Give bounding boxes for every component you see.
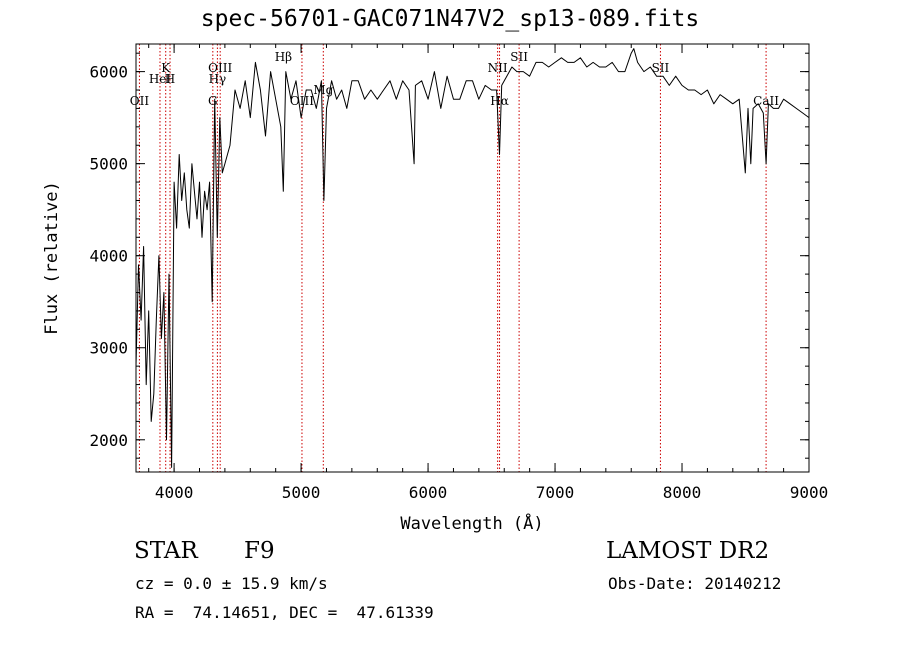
survey-name: LAMOST DR2 <box>606 538 770 564</box>
y-tick-label: 4000 <box>89 247 128 266</box>
line-annotation: Hγ <box>209 72 227 86</box>
line-annotation: OIII <box>290 94 314 108</box>
line-annotation: H <box>165 72 175 86</box>
x-tick-label: 5000 <box>282 483 321 502</box>
line-annotation: K <box>161 61 171 75</box>
x-tick-label: 4000 <box>155 483 194 502</box>
tick-labels: 4000 5000 6000 7000 8000 9000 2000 3000 4000 5000… <box>89 63 828 502</box>
line-annotation: G <box>208 94 218 108</box>
x-tick-label: 8000 <box>663 483 702 502</box>
line-annotation: OII <box>130 94 150 108</box>
redshift-text: cz = 0.0 ± 15.9 km/s <box>135 574 328 593</box>
x-axis-label: Wavelength (Å) <box>400 512 543 534</box>
x-tick-label: 9000 <box>790 483 829 502</box>
plot-frame <box>135 43 810 473</box>
obs-date-text: Obs-Date: 20140212 <box>608 574 782 593</box>
x-tick-label: 7000 <box>536 483 575 502</box>
object-class: STAR <box>134 538 198 564</box>
line-annotation: NII <box>488 61 508 75</box>
y-tick-label: 3000 <box>89 339 128 358</box>
line-annotation: SII <box>510 50 528 64</box>
y-tick-label: 6000 <box>89 63 128 82</box>
line-annotation: Hα <box>490 94 509 108</box>
chart-title: spec-56701-GAC071N47V2_sp13-089.fits <box>200 6 700 32</box>
line-annotation: Hβ <box>275 50 292 64</box>
line-annotation: HeI <box>149 72 172 86</box>
coordinates-text: RA = 74.14651, DEC = 47.61339 <box>135 603 434 622</box>
axis-ticks <box>136 44 810 472</box>
spectrum-series-group <box>135 48 810 468</box>
line-annotation: CaII <box>753 94 779 108</box>
line-annotation: SII <box>652 61 670 75</box>
line-annotation: Mg <box>313 83 333 97</box>
object-subclass: F9 <box>244 538 275 564</box>
x-tick-label: 6000 <box>409 483 448 502</box>
y-axis-label: Flux (relative) <box>42 181 62 335</box>
y-tick-label: 5000 <box>89 155 128 174</box>
y-tick-label: 2000 <box>89 431 128 450</box>
spectrum-line <box>135 48 810 468</box>
line-annotation: OIII <box>208 61 232 75</box>
